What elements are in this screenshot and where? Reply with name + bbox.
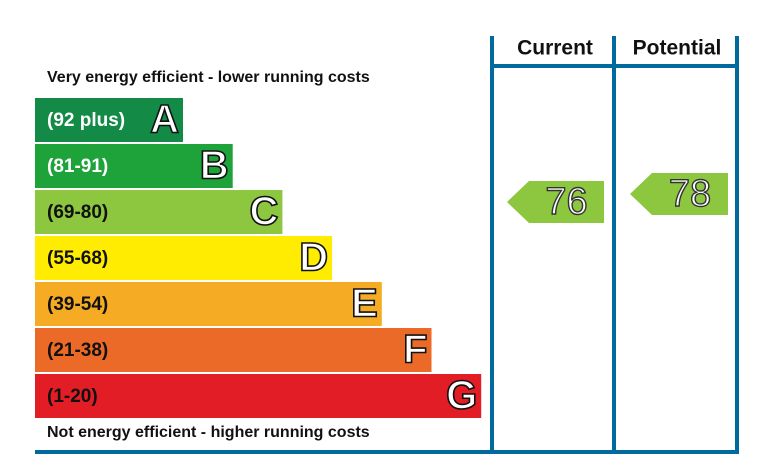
band-bar <box>35 328 432 372</box>
band-range: (21-38) <box>47 340 108 361</box>
column-header: Potential <box>633 37 722 60</box>
band-bar <box>35 98 183 142</box>
band-letter: D <box>299 236 328 280</box>
band-range: (69-80) <box>47 202 108 223</box>
band-range: (81-91) <box>47 156 108 177</box>
band-range: (92 plus) <box>47 110 125 131</box>
band-letter: C <box>250 190 279 234</box>
rating-value: 78 <box>669 173 711 215</box>
band-letter: E <box>351 282 378 326</box>
band-letter: B <box>200 144 229 188</box>
rating-arrow <box>507 181 604 223</box>
band-bar <box>35 374 482 418</box>
band-range: (1-20) <box>47 386 98 407</box>
rating-arrow <box>630 173 728 215</box>
band-bar <box>35 236 333 280</box>
band-bar <box>35 190 283 234</box>
bottom-label: Not energy efficient - higher running co… <box>47 424 370 441</box>
band-letter: F <box>403 328 427 372</box>
band-bar <box>35 282 382 326</box>
band-letter: A <box>150 98 179 142</box>
band-range: (55-68) <box>47 248 108 269</box>
band-letter: G <box>446 374 477 418</box>
top-label: Very energy efficient - lower running co… <box>47 69 370 86</box>
band-range: (39-54) <box>47 294 108 315</box>
column-header: Current <box>517 37 593 60</box>
rating-value: 76 <box>545 181 587 223</box>
band-bar <box>35 144 233 188</box>
